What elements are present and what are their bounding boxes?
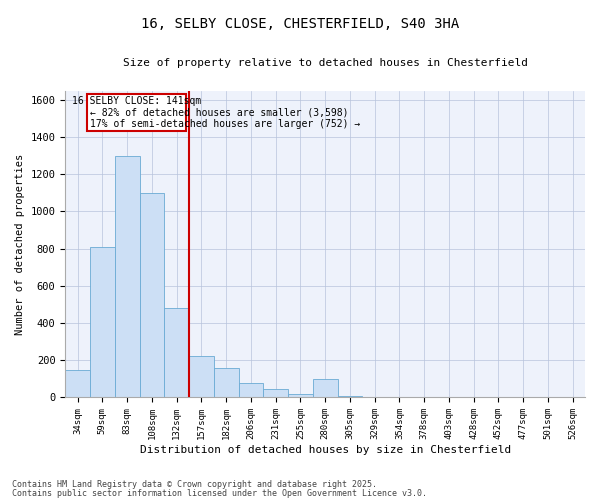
Bar [288,394,313,398]
Bar [313,379,338,398]
Bar [115,156,140,398]
X-axis label: Distribution of detached houses by size in Chesterfield: Distribution of detached houses by size … [140,445,511,455]
Bar [214,368,239,398]
Text: ← 82% of detached houses are smaller (3,598): ← 82% of detached houses are smaller (3,… [90,108,349,118]
Text: 16 SELBY CLOSE: 141sqm: 16 SELBY CLOSE: 141sqm [72,96,201,106]
Text: 16, SELBY CLOSE, CHESTERFIELD, S40 3HA: 16, SELBY CLOSE, CHESTERFIELD, S40 3HA [141,18,459,32]
Y-axis label: Number of detached properties: Number of detached properties [15,154,25,334]
Bar [362,396,387,398]
Title: Size of property relative to detached houses in Chesterfield: Size of property relative to detached ho… [122,58,527,68]
Bar [263,389,288,398]
Bar [140,193,164,398]
Text: Contains public sector information licensed under the Open Government Licence v3: Contains public sector information licen… [12,488,427,498]
Bar [239,382,263,398]
Bar [90,247,115,398]
Bar [189,356,214,398]
Bar [387,397,412,398]
Bar [164,308,189,398]
Text: Contains HM Land Registry data © Crown copyright and database right 2025.: Contains HM Land Registry data © Crown c… [12,480,377,489]
Bar [87,94,186,132]
Bar [65,370,90,398]
Bar [338,396,362,398]
Text: 17% of semi-detached houses are larger (752) →: 17% of semi-detached houses are larger (… [90,118,360,128]
